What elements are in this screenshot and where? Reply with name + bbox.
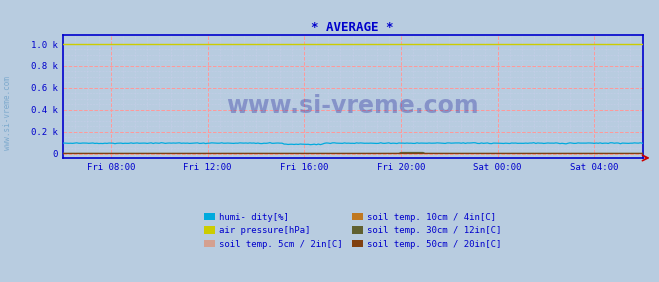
Text: www.si-vreme.com: www.si-vreme.com	[226, 94, 479, 118]
Title: * AVERAGE *: * AVERAGE *	[311, 21, 394, 34]
Legend: humi- dity[%], air pressure[hPa], soil temp. 5cm / 2in[C], soil temp. 10cm / 4in: humi- dity[%], air pressure[hPa], soil t…	[200, 209, 505, 252]
Text: www.si-vreme.com: www.si-vreme.com	[3, 76, 13, 150]
